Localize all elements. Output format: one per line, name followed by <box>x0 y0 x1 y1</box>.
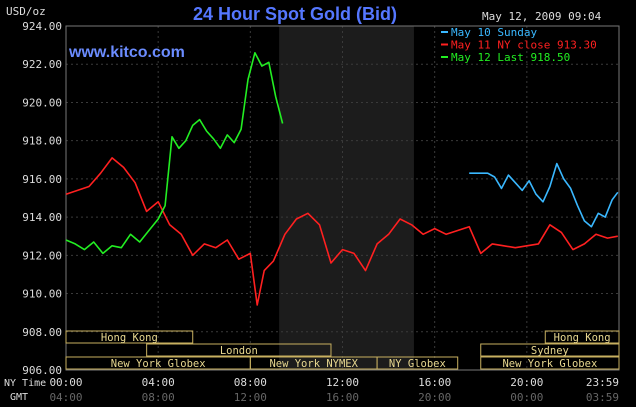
grid <box>66 26 619 370</box>
session-box <box>146 343 332 357</box>
legend-entry: May 10 Sunday <box>451 26 537 39</box>
session-box <box>65 330 194 344</box>
y-tick-label: 922.00 <box>22 58 62 71</box>
session-label: New York Globex <box>111 358 206 370</box>
x-tick-label-gmt: 20:00 <box>418 391 451 404</box>
session-label: Hong Kong <box>101 332 158 344</box>
session-label: NY Globex <box>389 358 446 370</box>
x-tick-label-gmt: 03:59 <box>586 391 619 404</box>
y-tick-label: 912.00 <box>22 249 62 262</box>
y-tick-label: 906.00 <box>22 364 62 377</box>
y-tick-label: 914.00 <box>22 211 62 224</box>
x-axis: 00:00 04:00 04:00 08:00 08:00 12:00 12:00 16:00… <box>49 376 619 404</box>
ny-time-label: NY Time <box>4 378 46 389</box>
y-tick-label: 918.00 <box>22 135 62 148</box>
y-tick-label: 910.00 <box>22 288 62 301</box>
session-label: New York Globex <box>502 358 597 370</box>
x-tick-label-ny: 20:00 <box>510 376 543 389</box>
session-label: New York NYMEX <box>269 358 358 370</box>
x-tick-label-ny: 12:00 <box>326 376 359 389</box>
session-label: London <box>220 345 258 357</box>
y-tick-label: 916.00 <box>22 173 62 186</box>
timestamp: May 12, 2009 09:04 <box>482 10 602 23</box>
x-tick-label-gmt: 16:00 <box>326 391 359 404</box>
plot-frame <box>65 25 620 371</box>
gmt-label: GMT <box>10 392 28 403</box>
y-tick-label: 920.00 <box>22 96 62 109</box>
y-tick-label: 908.00 <box>22 326 62 339</box>
session-label: Sydney <box>531 345 569 357</box>
units-label: USD/oz <box>6 5 46 18</box>
series-lines <box>65 51 619 306</box>
x-tick-label-gmt: 00:00 <box>510 391 543 404</box>
series-line <box>65 157 618 306</box>
x-tick-label-ny: 23:59 <box>586 376 619 389</box>
session-box <box>544 330 620 344</box>
series-line <box>469 162 619 228</box>
x-tick-label-ny: 16:00 <box>418 376 451 389</box>
x-tick-label-ny: 04:00 <box>142 376 175 389</box>
session-box <box>480 343 620 357</box>
shaded-region <box>279 26 414 370</box>
session-box <box>376 356 459 370</box>
x-tick-label-gmt: 08:00 <box>142 391 175 404</box>
y-axis: 924.00 922.00 920.00 918.00 916.00 914.00 912.… <box>22 20 62 377</box>
session-box <box>480 356 620 370</box>
chart-title: 24 Hour Spot Gold (Bid) <box>193 4 397 24</box>
watermark: www.kitco.com <box>68 44 185 61</box>
x-tick-label-gmt: 12:00 <box>234 391 267 404</box>
series-line <box>65 51 284 255</box>
y-tick-label: 924.00 <box>22 20 62 33</box>
x-tick-label-ny: 00:00 <box>49 376 82 389</box>
x-tick-label-gmt: 04:00 <box>49 391 82 404</box>
legend-entry: May 11 NY close 913.30 <box>451 39 597 52</box>
x-tick-label-ny: 08:00 <box>234 376 267 389</box>
session-label: Hong Kong <box>554 332 611 344</box>
legend-entry: May 12 Last 918.50 <box>451 51 570 64</box>
